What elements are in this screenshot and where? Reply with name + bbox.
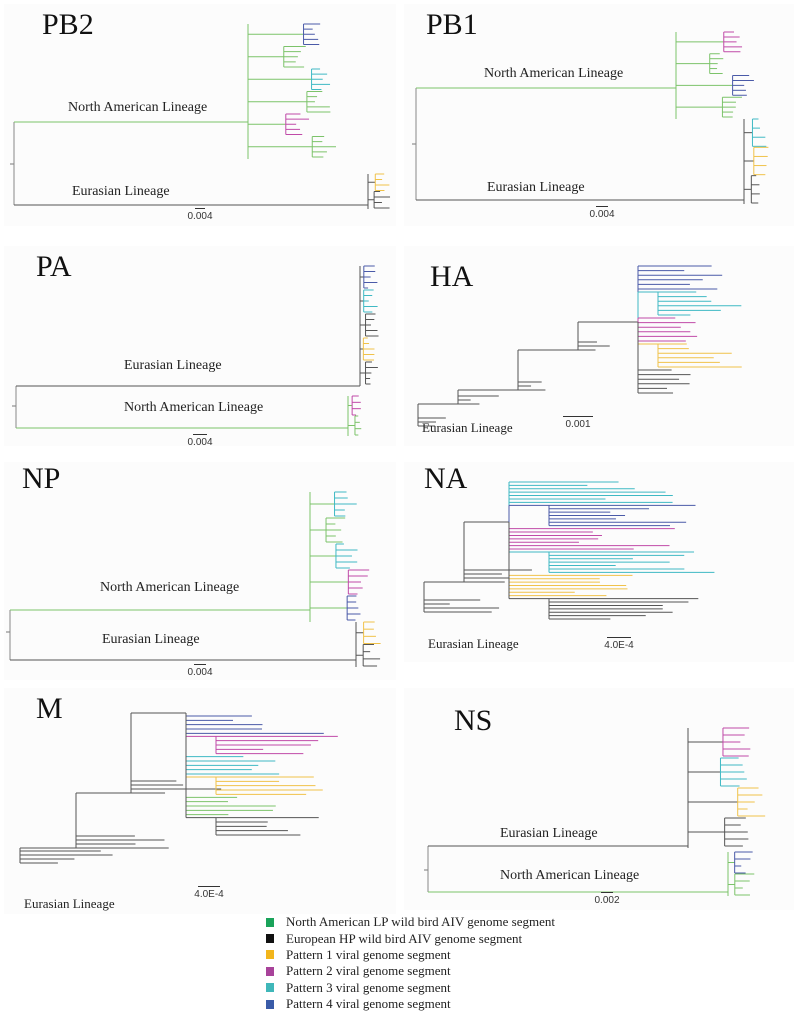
lineage-label: Eurasian Lineage: [124, 358, 222, 373]
panel-title: NP: [22, 462, 61, 495]
legend-item-pattern2: Pattern 2 viral genome segment: [266, 963, 555, 979]
scale-label: 0.002: [594, 895, 620, 906]
scale-bar: 0.004: [180, 434, 220, 448]
scale-label: 4.0E-4: [604, 640, 634, 651]
panel-title: NS: [454, 704, 493, 737]
legend-label: Pattern 1 viral genome segment: [286, 946, 451, 962]
scale-bar: 4.0E-4: [602, 637, 636, 651]
panel-title: PB2: [42, 8, 94, 41]
panel-title: HA: [430, 260, 474, 293]
panel-na: NA Eurasian Lineage 4.0E-4: [404, 462, 794, 662]
legend: North American LP wild bird AIV genome s…: [266, 914, 555, 1012]
tree-na: [423, 481, 715, 620]
tree-m: [19, 712, 338, 864]
lineage-label: Eurasian Lineage: [487, 180, 585, 195]
lineage-label: North American Lineage: [500, 868, 640, 883]
scale-label: 0.004: [187, 211, 213, 222]
scale-label: 0.004: [187, 437, 213, 448]
lineage-label: North American Lineage: [68, 100, 208, 115]
legend-label: North American LP wild bird AIV genome s…: [286, 914, 555, 930]
legend-item-eu-hp: European HP wild bird AIV genome segment: [266, 930, 555, 946]
tree-pb2: [10, 23, 391, 209]
scale-label: 0.004: [187, 667, 213, 678]
scale-bar: 0.001: [562, 416, 594, 430]
scale-bar: 0.004: [582, 206, 622, 220]
legend-swatch: [266, 966, 274, 976]
lineage-label: Eurasian Lineage: [24, 896, 115, 911]
scale-label: 0.001: [565, 419, 591, 430]
legend-item-pattern3: Pattern 3 viral genome segment: [266, 980, 555, 996]
lineage-label: North American Lineage: [100, 580, 240, 595]
lineage-label: North American Lineage: [484, 66, 624, 81]
legend-label: Pattern 4 viral genome segment: [286, 996, 451, 1012]
lineage-label: Eurasian Lineage: [500, 826, 598, 841]
scale-bar: 0.004: [180, 664, 220, 678]
lineage-label: Eurasian Lineage: [102, 632, 200, 647]
lineage-label: Eurasian Lineage: [422, 420, 513, 435]
lineage-label: Eurasian Lineage: [72, 184, 170, 199]
tree-ns: [424, 727, 766, 896]
tree-ha: [417, 265, 742, 427]
panel-title: NA: [424, 462, 468, 495]
legend-swatch: [266, 999, 274, 1009]
panel-pb2: PB2 North American Lineage Eurasian Line…: [4, 4, 396, 226]
panel-ha: HA Eurasian Lineage 0.001: [404, 246, 794, 446]
panel-ns: NS Eurasian Lineage North American Linea…: [404, 688, 794, 910]
lineage-label: North American Lineage: [124, 400, 264, 415]
panel-title: PA: [36, 250, 72, 283]
legend-item-pattern1: Pattern 1 viral genome segment: [266, 947, 555, 963]
legend-label: Pattern 3 viral genome segment: [286, 979, 451, 995]
legend-swatch: [266, 983, 274, 993]
scale-bar: 4.0E-4: [192, 886, 226, 900]
panel-m: M Eurasian Lineage 4.0E-4: [4, 688, 396, 914]
scale-bar: 0.002: [590, 892, 624, 906]
legend-item-pattern4: Pattern 4 viral genome segment: [266, 996, 555, 1012]
scale-label: 0.004: [589, 209, 615, 220]
legend-swatch: [266, 934, 274, 944]
tree-np: [6, 491, 381, 667]
tree-pa: [12, 265, 379, 436]
scale-label: 4.0E-4: [194, 889, 224, 900]
legend-label: European HP wild bird AIV genome segment: [286, 930, 523, 946]
legend-swatch: [266, 917, 274, 927]
panel-title: M: [36, 692, 63, 725]
tree-pb1: [412, 31, 769, 204]
scale-bar: 0.004: [180, 208, 220, 222]
legend-swatch: [266, 950, 274, 960]
panel-pb1: PB1 North American Lineage Eurasian Line…: [404, 4, 794, 226]
panel-pa: PA Eurasian Lineage North American Linea…: [4, 246, 396, 448]
panel-title: PB1: [426, 8, 478, 41]
legend-item-na-lp: North American LP wild bird AIV genome s…: [266, 914, 555, 930]
panel-np: NP North American Lineage Eurasian Linea…: [4, 462, 396, 680]
lineage-label: Eurasian Lineage: [428, 636, 519, 651]
legend-label: Pattern 2 viral genome segment: [286, 963, 451, 979]
